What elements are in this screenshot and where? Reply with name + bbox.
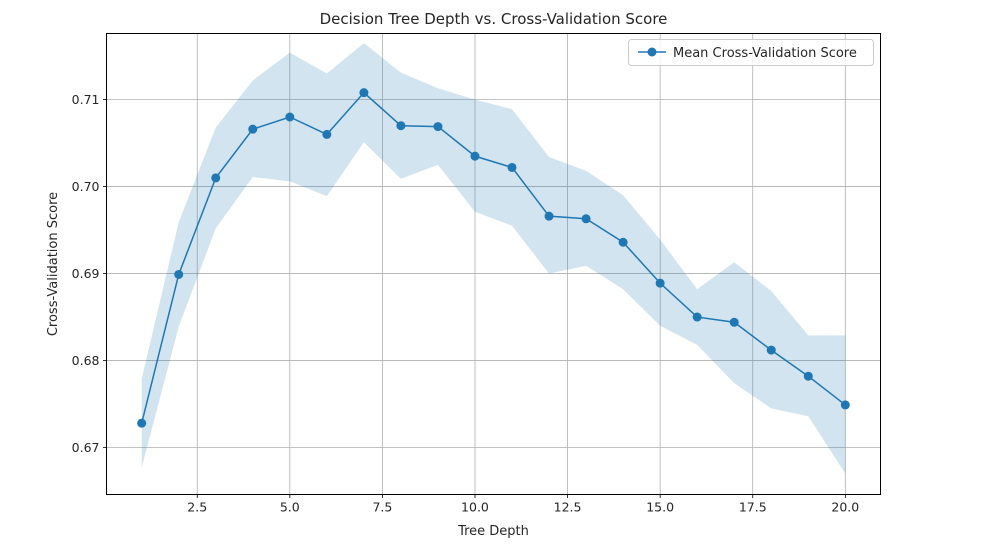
data-point	[655, 278, 665, 288]
data-point	[433, 122, 443, 132]
data-point	[507, 162, 517, 172]
data-point	[396, 121, 406, 131]
series-line	[140, 91, 846, 424]
data-point	[729, 317, 739, 327]
data-point	[692, 312, 702, 322]
y-axis: 0.67 0.68 0.69 0.70 0.71	[72, 92, 107, 455]
legend: Mean Cross-Validation Score	[628, 39, 874, 66]
chart-title: Decision Tree Depth vs. Cross-Validation…	[320, 10, 668, 28]
data-point	[359, 88, 369, 98]
y-tick-label: 0.68	[72, 353, 100, 368]
x-tick-label: 20.0	[831, 500, 859, 515]
data-point	[248, 124, 258, 134]
y-tick-label: 0.67	[72, 440, 100, 455]
data-point	[322, 129, 332, 139]
data-point	[544, 211, 554, 221]
legend-entry-label: Mean Cross-Validation Score	[673, 46, 857, 61]
data-point	[174, 269, 184, 279]
data-point	[618, 237, 628, 247]
data-point	[211, 173, 221, 183]
y-tick-label: 0.69	[72, 266, 100, 281]
x-tick-label: 17.5	[739, 500, 767, 515]
x-axis: 2.5 5.0 7.5 10.0 12.5 15.0 17.5 20.0	[187, 494, 859, 515]
x-tick-label: 15.0	[646, 500, 674, 515]
legend-box	[628, 39, 874, 66]
x-axis-label: Tree Depth	[457, 524, 529, 539]
y-tick-label: 0.71	[72, 92, 100, 107]
confidence-band	[141, 43, 846, 474]
plot-frame	[106, 33, 881, 495]
grid	[106, 33, 881, 495]
x-tick-label: 5.0	[280, 500, 300, 515]
x-tick-label: 12.5	[554, 500, 582, 515]
data-point	[137, 418, 147, 428]
x-tick-label: 10.0	[461, 500, 489, 515]
data-point	[803, 371, 813, 381]
confidence-band-area	[141, 43, 846, 474]
data-point	[285, 112, 295, 122]
x-tick-label: 2.5	[187, 500, 207, 515]
x-tick-label: 7.5	[372, 500, 392, 515]
data-point	[840, 400, 850, 410]
y-axis-label: Cross-Validation Score	[46, 192, 61, 336]
data-point	[766, 345, 776, 355]
data-point	[470, 151, 480, 161]
series-layer	[137, 88, 850, 428]
legend-marker-swatch	[647, 47, 657, 57]
y-tick-label: 0.70	[72, 179, 100, 194]
data-point	[581, 214, 591, 224]
